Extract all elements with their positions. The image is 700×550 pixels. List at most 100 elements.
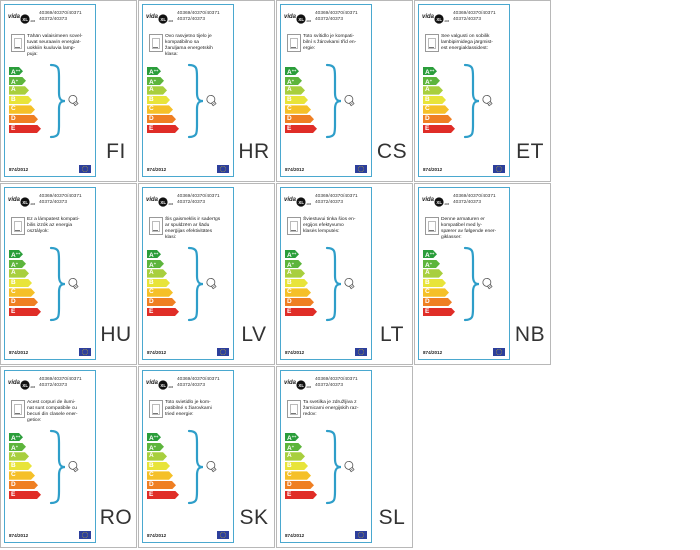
svg-text:.com: .com [306, 385, 311, 389]
svg-text:.com: .com [306, 19, 311, 23]
compatibility-text: Ovo rasvjetno tijelo je kompatibilno sa … [165, 34, 213, 57]
energy-class-letter: A [425, 86, 430, 94]
energy-class-bar: D [285, 115, 314, 123]
energy-class-bar: B [9, 462, 32, 470]
plug-icon [153, 230, 158, 231]
energy-class-bar: B [285, 96, 308, 104]
compatibility-text: Ta svetilka je združljiva z žarnicami en… [303, 400, 359, 417]
svg-text:vida: vida [284, 380, 297, 386]
energy-class-bar: D [423, 115, 452, 123]
energy-class-bar: E [285, 491, 317, 499]
model-numbers: 40369/40370/40371 40372/40373 [315, 194, 358, 205]
svg-text:XL: XL [22, 200, 28, 205]
brace-bulb-icon [463, 246, 493, 322]
energy-class-letter: A++ [11, 251, 21, 259]
energy-class-letter: A+ [425, 77, 433, 86]
energy-class-plus: + [429, 77, 433, 83]
svg-text:XL: XL [160, 17, 166, 22]
energy-class-letter: A++ [287, 251, 297, 259]
eu-flag-icon [493, 165, 505, 173]
energy-class-letter: B [149, 278, 154, 286]
energy-class-letter: C [11, 288, 16, 296]
eu-flag-icon [355, 531, 367, 539]
energy-class-letter: A+ [287, 260, 295, 269]
energy-class-letter: A [11, 86, 16, 94]
energy-class-letter: B [287, 461, 292, 469]
svg-text:.com: .com [168, 19, 173, 23]
lamp-fitting-icon [149, 400, 163, 418]
lamp-fitting-icon [425, 34, 439, 52]
compatibility-text: See valgusti on sobilik lambipirnidega j… [441, 34, 493, 51]
energy-class-letter: A+ [11, 260, 19, 269]
energy-class-plus: + [153, 77, 157, 83]
energy-class-letter: B [287, 95, 292, 103]
energy-class-bar: A [147, 452, 167, 460]
energy-class-letter: A++ [149, 434, 159, 442]
lamp-fitting-icon [425, 217, 439, 235]
energy-class-bar: B [9, 96, 32, 104]
compatibility-text: Acest corpuri de ilumi- nat sunt compati… [27, 400, 78, 423]
compatibility-text: Tähän valaisimeen sovel- tuvat seuraavin… [27, 34, 83, 57]
energy-class-bar: E [285, 125, 317, 133]
energy-class-scale: A++ A+ A B C D E [9, 67, 53, 135]
energy-class-bar: A++ [285, 433, 299, 441]
energy-class-letter: D [11, 298, 16, 305]
energy-class-bar: C [285, 105, 311, 113]
model-numbers: 40369/40370/40371 40372/40373 [315, 377, 358, 388]
energy-class-letter: C [149, 105, 154, 113]
regulation-number: 874/2012 [285, 533, 305, 538]
svg-text:XL: XL [298, 383, 304, 388]
plug-icon [153, 47, 158, 48]
energy-class-bar: A+ [147, 260, 164, 268]
regulation-number: 874/2012 [423, 167, 443, 172]
energy-class-letter: C [149, 288, 154, 296]
energy-class-letter: E [149, 124, 154, 132]
regulation-number: 874/2012 [147, 350, 167, 355]
energy-class-bar: D [9, 115, 38, 123]
energy-class-letter: B [425, 278, 430, 286]
energy-class-letter: A+ [149, 77, 157, 86]
energy-class-plus: ++ [15, 251, 21, 256]
energy-class-bar: C [147, 288, 173, 296]
energy-class-scale: A++ A+ A B C D E [147, 433, 191, 501]
energy-class-letter: D [149, 298, 154, 305]
energy-class-bar: E [9, 125, 41, 133]
energy-class-bar: A+ [9, 260, 26, 268]
energy-class-letter: C [287, 288, 292, 296]
energy-class-letter: B [287, 278, 292, 286]
energy-class-bar: A+ [423, 77, 440, 85]
language-code: NB [514, 323, 546, 346]
energy-class-plus: + [15, 260, 19, 266]
energy-class-letter: A+ [11, 77, 19, 86]
energy-class-letter: C [287, 105, 292, 113]
energy-class-bar: A [9, 452, 29, 460]
energy-class-letter: D [287, 115, 292, 122]
energy-class-letter: D [287, 481, 292, 488]
lamp-fitting-icon [149, 34, 163, 52]
svg-text:.com: .com [168, 385, 173, 389]
energy-class-letter: A++ [149, 251, 159, 259]
svg-text:vida: vida [146, 197, 159, 203]
energy-class-letter: A+ [287, 443, 295, 452]
energy-class-plus: + [291, 77, 295, 83]
svg-text:vida: vida [422, 14, 435, 20]
model-numbers: 40369/40370/40371 40372/40373 [315, 11, 358, 22]
regulation-number: 874/2012 [9, 350, 29, 355]
energy-class-scale: A++ A+ A B C D E [285, 250, 329, 318]
energy-class-bar: A+ [147, 77, 164, 85]
brace-bulb-icon [187, 246, 217, 322]
plug-icon [15, 230, 20, 231]
energy-class-plus: + [429, 260, 433, 266]
energy-class-scale: A++ A+ A B C D E [9, 433, 53, 501]
